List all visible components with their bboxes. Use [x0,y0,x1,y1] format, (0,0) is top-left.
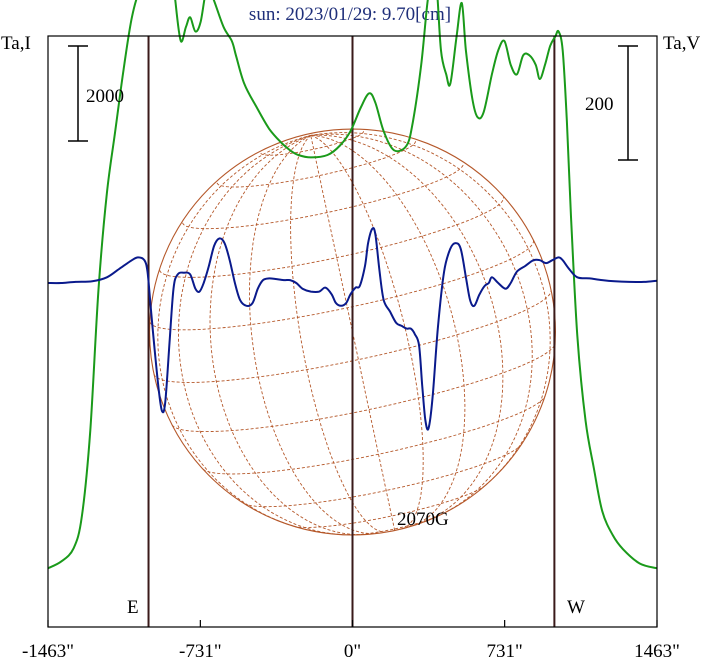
longitude-line [310,134,424,530]
y-axis-label-right: Ta,V [663,33,700,54]
latitude-line [293,485,486,528]
longitude-line [209,134,366,536]
scale-bar-right: 200 [585,45,638,161]
series-line-stokes-V [47,227,658,431]
west-limb-label: W [567,597,585,618]
y-axis-label-left: Ta,I [1,33,31,54]
longitude-line [249,135,374,535]
longitude-line [157,134,311,527]
x-tick-label: -1463" [22,641,74,662]
latitude-line [202,396,546,475]
vertical-markers [147,36,556,627]
scale-bar-left-label: 2000 [86,86,124,107]
latitude-line [159,197,504,278]
longitude-line [310,132,551,486]
latitude-line [216,140,417,188]
x-tick-label: 0" [344,641,361,662]
series-curves [47,0,658,570]
latitude-line [243,444,522,508]
field-strength-annotation: 2070G [397,509,449,530]
chart-title: sun: 2023/01/29: 9.70[cm] [249,4,451,25]
longitude-line [178,134,341,535]
longitude-line [310,134,504,523]
x-tick-label: 731" [487,641,523,662]
latitude-line [153,289,552,383]
scale-bar-left: 2000 [68,45,124,142]
series-line-stokes-I [47,0,658,570]
x-axis-ticks: -1463" -731" 0" 731" 1463" [22,620,680,662]
longitude-line [310,133,533,513]
latitude-line [171,343,556,433]
longitude-line [310,135,396,531]
latitude-line [149,240,534,331]
longitude-line [290,135,387,533]
x-tick-label: -731" [179,641,222,662]
longitude-line [310,134,466,526]
east-limb-label: E [127,597,139,618]
solar-disk-grid [149,128,556,536]
scale-bar-right-label: 200 [585,94,614,115]
x-tick-label: 1463" [634,641,680,662]
